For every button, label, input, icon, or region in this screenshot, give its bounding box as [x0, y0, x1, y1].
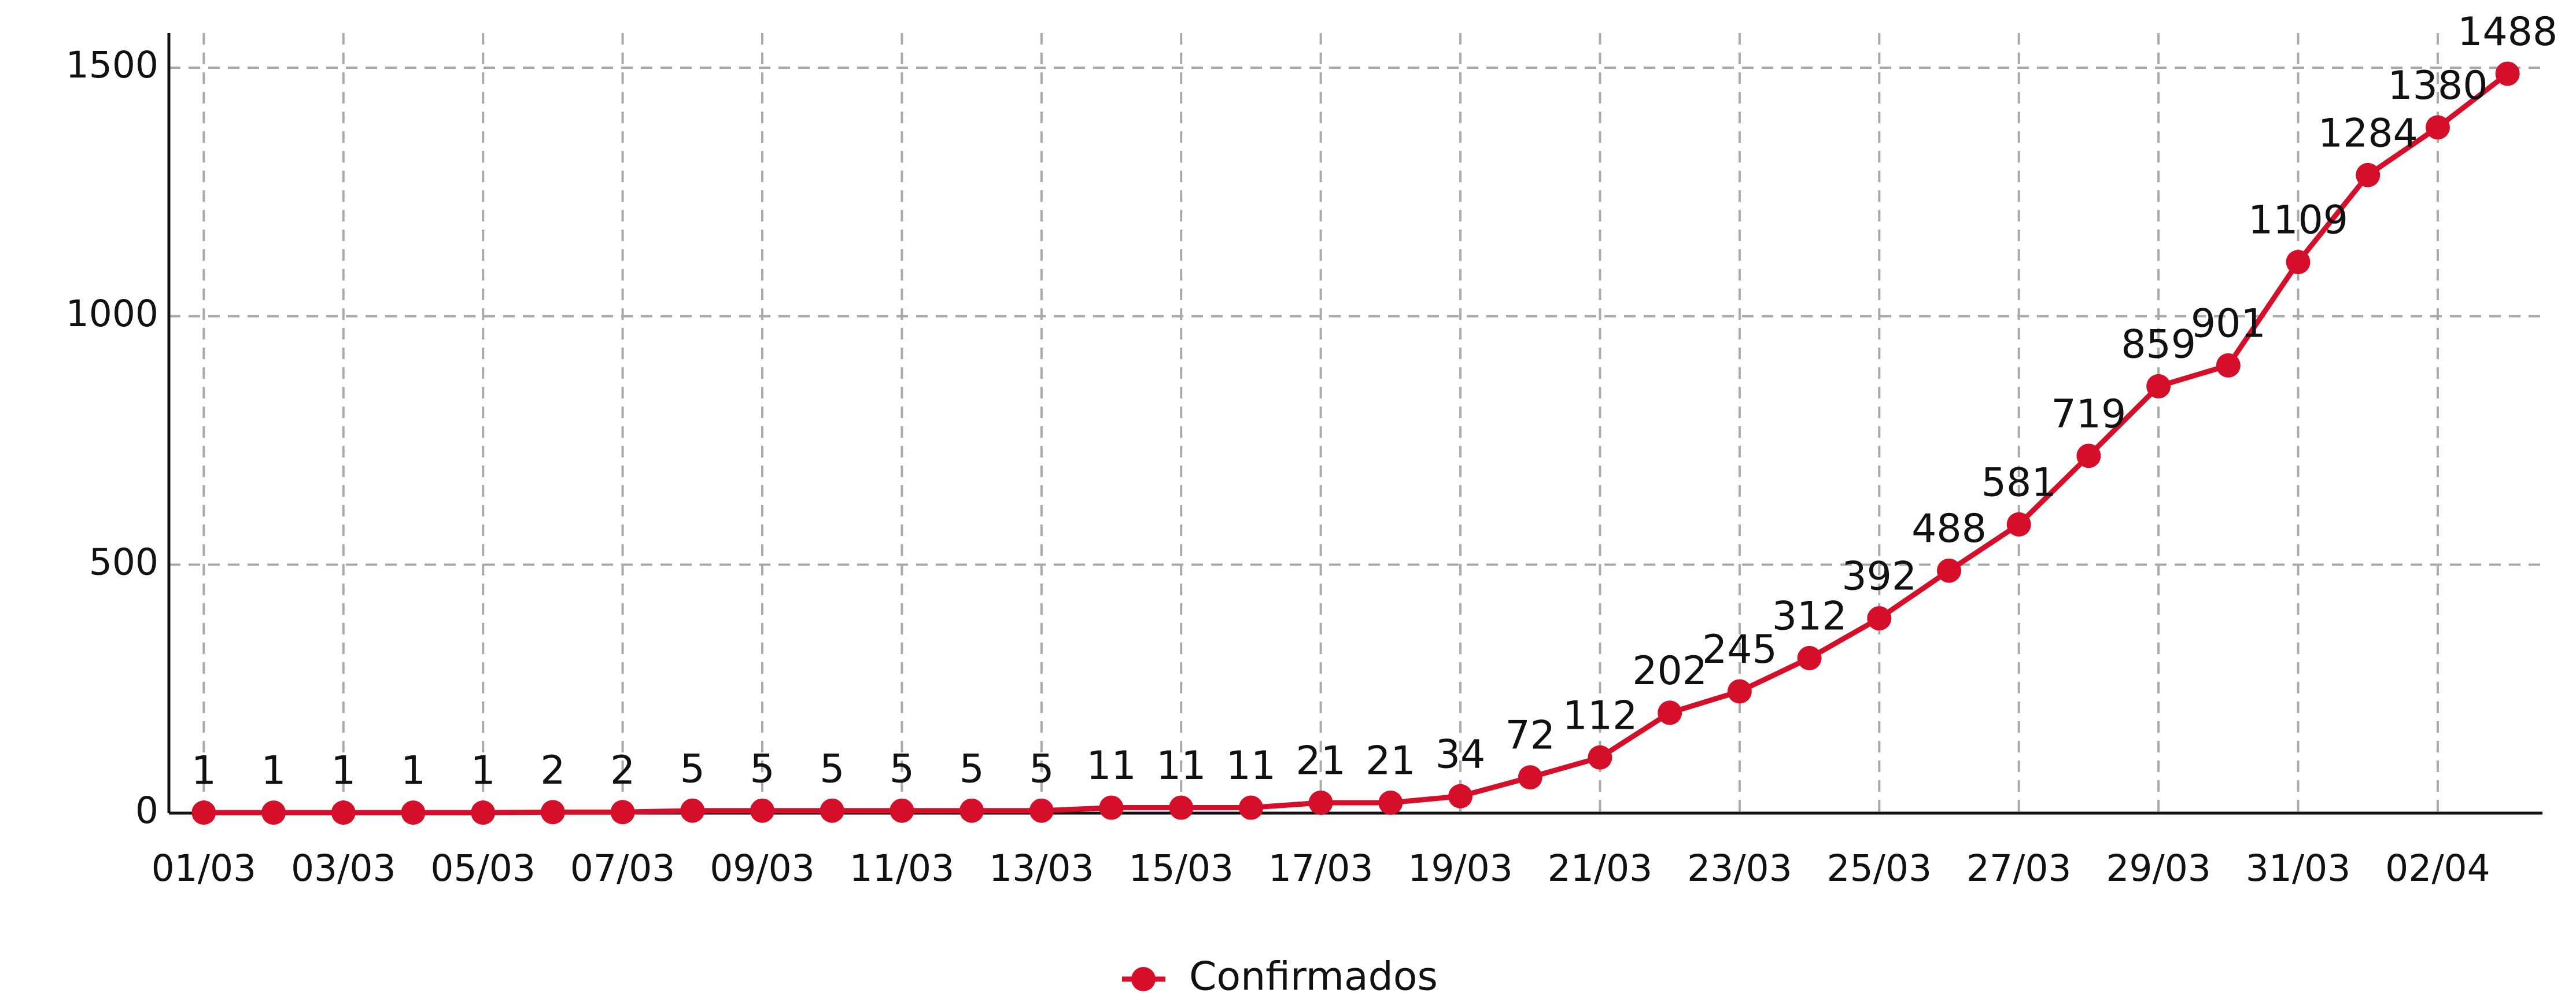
data-point	[1378, 790, 1403, 815]
data-point	[890, 798, 914, 823]
legend-marker	[1131, 967, 1156, 991]
data-point	[2076, 444, 2101, 468]
x-tick-label: 21/03	[1548, 847, 1653, 889]
data-point	[1099, 795, 1124, 820]
data-label: 312	[1772, 593, 1847, 639]
data-label: 581	[1981, 460, 2057, 505]
data-point	[540, 800, 565, 825]
x-tick-label: 15/03	[1128, 847, 1234, 889]
data-point	[1308, 790, 1333, 815]
data-label: 1	[401, 748, 426, 794]
x-tick-label: 09/03	[710, 847, 815, 889]
data-point	[610, 800, 635, 825]
data-label: 1	[471, 748, 496, 794]
data-point	[191, 800, 216, 825]
data-label: 488	[1911, 506, 1987, 552]
data-point	[1797, 645, 1822, 670]
data-label: 1380	[2387, 63, 2488, 109]
data-point	[2286, 250, 2311, 275]
data-point	[680, 798, 705, 823]
data-label: 5	[820, 746, 844, 792]
data-point	[471, 800, 496, 825]
data-point	[750, 798, 774, 823]
data-point	[2006, 512, 2031, 537]
data-label: 1488	[2457, 9, 2557, 55]
data-label: 5	[750, 746, 774, 792]
data-label: 2	[610, 748, 635, 793]
x-tick-label: 25/03	[1827, 847, 1932, 889]
data-point	[401, 800, 426, 825]
y-tick-label: 0	[135, 789, 158, 832]
y-tick-label: 1500	[66, 44, 158, 86]
data-point	[820, 798, 844, 823]
data-label: 11	[1226, 743, 1276, 789]
data-point	[1238, 795, 1263, 820]
data-point	[1169, 795, 1194, 820]
data-label: 2	[540, 748, 565, 793]
x-tick-label: 02/04	[2385, 847, 2490, 889]
x-tick-label: 23/03	[1687, 847, 1792, 889]
data-label: 11	[1086, 743, 1136, 789]
data-label: 11	[1156, 743, 1206, 789]
y-tick-label: 500	[89, 541, 158, 583]
data-label: 5	[959, 746, 984, 792]
x-tick-label: 03/03	[291, 847, 396, 889]
data-label: 1284	[2318, 110, 2418, 156]
data-label: 34	[1435, 732, 1486, 777]
data-point	[1518, 765, 1542, 790]
data-label: 1109	[2248, 198, 2348, 243]
data-label: 5	[890, 746, 914, 792]
data-point	[1588, 745, 1612, 770]
x-tick-label: 19/03	[1408, 847, 1513, 889]
data-label: 72	[1505, 713, 1555, 759]
data-label: 202	[1632, 648, 1707, 694]
x-tick-label: 31/03	[2246, 847, 2351, 889]
data-label: 1	[261, 748, 286, 794]
data-label: 21	[1365, 739, 1416, 784]
data-label: 392	[1841, 554, 1917, 600]
data-point	[2495, 61, 2520, 86]
data-point	[1029, 798, 1054, 823]
data-label: 5	[1029, 746, 1054, 792]
x-tick-label: 11/03	[850, 847, 955, 889]
series-line	[204, 71, 2509, 815]
data-point	[1658, 700, 1682, 725]
data-point	[331, 800, 356, 825]
data-point	[2425, 115, 2450, 140]
x-tick-label: 01/03	[152, 847, 257, 889]
data-label: 21	[1296, 739, 1346, 784]
data-label: 1	[331, 748, 356, 794]
data-label: 859	[2121, 322, 2196, 367]
data-point	[1937, 558, 1961, 583]
x-tick-label: 07/03	[570, 847, 676, 889]
x-tick-label: 27/03	[1966, 847, 2072, 889]
data-point	[2146, 374, 2171, 398]
data-label: 112	[1563, 693, 1638, 739]
data-point	[1727, 679, 1752, 704]
y-tick-label: 1000	[66, 293, 158, 335]
data-label: 901	[2191, 301, 2266, 346]
x-tick-label: 17/03	[1268, 847, 1374, 889]
x-tick-label: 13/03	[989, 847, 1094, 889]
legend-label: Confirmados	[1189, 954, 1438, 993]
data-label: 719	[2051, 392, 2127, 437]
x-tick-label: 05/03	[430, 847, 536, 889]
data-point	[1448, 784, 1473, 809]
data-point	[2356, 163, 2381, 187]
data-point	[959, 798, 984, 823]
data-label: 245	[1702, 627, 1777, 673]
data-label: 1	[191, 748, 216, 794]
data-point	[1867, 606, 1892, 631]
data-label: 5	[680, 746, 705, 792]
data-point	[261, 800, 286, 825]
data-point	[2216, 353, 2241, 378]
x-tick-label: 29/03	[2106, 847, 2211, 889]
